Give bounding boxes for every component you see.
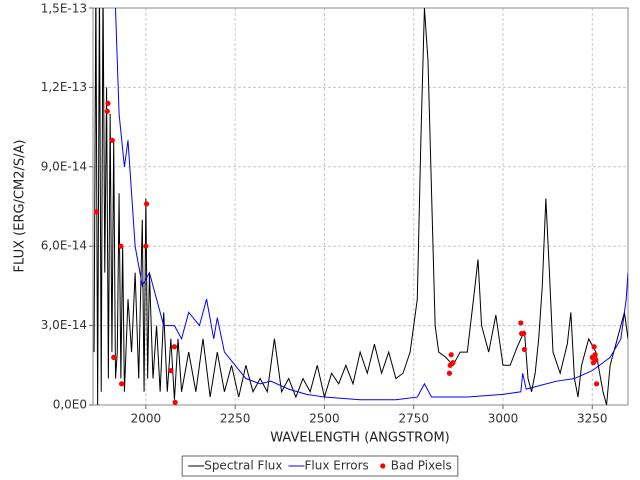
bad-pixel bbox=[104, 108, 110, 114]
y-tick-label: 1,2E-13 bbox=[41, 80, 87, 94]
bad-pixel bbox=[521, 346, 528, 353]
bad-pixel bbox=[143, 201, 150, 207]
y-tick-label: 3,0E-14 bbox=[41, 318, 87, 332]
bad-pixel bbox=[171, 344, 178, 350]
bad-pixel bbox=[118, 381, 125, 387]
bad-pixel bbox=[168, 367, 174, 374]
y-tick-label: 6,0E-14 bbox=[41, 239, 87, 253]
legend-label: Bad Pixels bbox=[391, 459, 452, 473]
bad-pixel bbox=[109, 137, 115, 143]
x-tick-label: 2750 bbox=[398, 412, 429, 426]
x-tick-label: 2500 bbox=[309, 412, 340, 426]
x-tick-label: 2000 bbox=[131, 412, 162, 426]
bad-pixel bbox=[446, 370, 453, 376]
bad-pixel bbox=[172, 399, 178, 405]
legend-label: Flux Errors bbox=[305, 459, 369, 473]
x-axis-title: WAVELENGTH (ANGSTROM) bbox=[270, 431, 449, 446]
bad-pixel bbox=[118, 243, 124, 249]
bad-pixel bbox=[593, 357, 599, 363]
legend-label: Spectral Flux bbox=[204, 459, 282, 473]
y-axis-title: FLUX (ERG/CM2/S/A) bbox=[13, 140, 28, 273]
bad-pixel bbox=[111, 354, 117, 360]
bad-pixel bbox=[450, 360, 456, 366]
series-line bbox=[93, 8, 628, 405]
bad-pixel bbox=[518, 320, 524, 326]
legend-marker bbox=[380, 463, 386, 469]
y-tick-label: 0,0E0 bbox=[53, 398, 87, 412]
plot-border bbox=[92, 7, 629, 406]
bad-pixel bbox=[448, 352, 454, 358]
x-tick-label: 2250 bbox=[220, 412, 251, 426]
bad-pixel bbox=[105, 100, 111, 106]
plot-layer bbox=[93, 8, 628, 405]
x-tick-label: 3000 bbox=[488, 412, 519, 426]
y-tick-label: 9,0E-14 bbox=[41, 159, 87, 173]
bad-pixel bbox=[521, 330, 527, 337]
x-tick-label: 3250 bbox=[577, 412, 608, 426]
legend-box bbox=[181, 455, 459, 477]
series-line bbox=[114, 8, 628, 401]
y-tick-label: 1,5E-13 bbox=[41, 2, 87, 16]
bad-pixel bbox=[592, 352, 598, 358]
bad-pixel bbox=[593, 381, 600, 387]
bad-pixel bbox=[93, 209, 100, 215]
bad-pixel bbox=[143, 243, 149, 249]
bad-pixel bbox=[591, 344, 597, 350]
legend: Spectral Flux Flux Errors Bad Pixels bbox=[181, 455, 459, 477]
